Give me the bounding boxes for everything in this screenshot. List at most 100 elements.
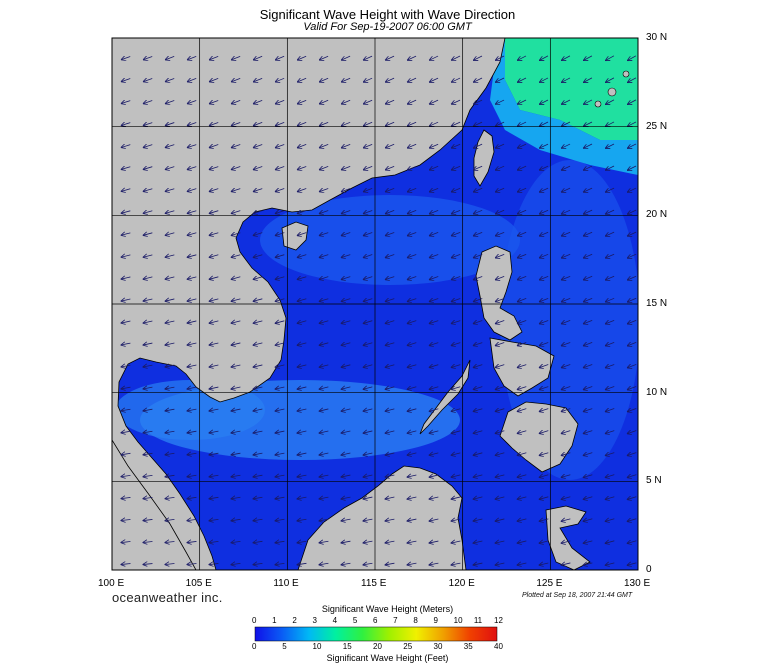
wave-arrow: [144, 387, 153, 389]
wave-arrow: [144, 497, 153, 498]
wave-arrow: [342, 55, 351, 60]
wave-arrow: [474, 541, 483, 543]
wave-arrow: [474, 365, 483, 368]
wave-arrow: [210, 189, 219, 192]
colorbar-feet-tick: 10: [312, 642, 322, 651]
wave-arrow: [452, 497, 461, 499]
wave-arrow: [342, 166, 351, 169]
wave-arrow: [518, 320, 527, 323]
lon-label: 125 E: [536, 578, 563, 589]
wave-arrow: [628, 563, 637, 565]
wave-arrow: [408, 144, 417, 147]
wave-arrow: [386, 453, 395, 455]
colorbar-meter-tick: 0: [252, 616, 257, 625]
wave-arrow: [166, 145, 175, 148]
wave-arrow: [188, 431, 197, 433]
wave-arrow: [562, 497, 571, 499]
wave-arrow: [518, 563, 527, 565]
wave-arrow: [386, 210, 395, 213]
wave-arrow: [166, 431, 175, 433]
wave-arrow: [122, 167, 131, 170]
wave-arrow: [386, 365, 395, 367]
wave-arrow: [386, 519, 395, 521]
wave-arrow: [540, 232, 549, 235]
land-hainan: [281, 221, 309, 251]
wave-arrow: [276, 563, 285, 564]
land-ryukyu-3: [594, 100, 602, 108]
wave-arrow: [628, 475, 637, 478]
wave-arrow: [188, 519, 197, 520]
wave-arrow: [518, 519, 527, 521]
wave-arrow: [188, 321, 197, 323]
wave-arrow: [562, 298, 571, 301]
land-ryukyu: [607, 87, 617, 97]
wave-arrow: [496, 519, 505, 521]
colorbar-title-meters: Significant Wave Height (Meters): [321, 604, 454, 614]
wave-arrow: [342, 365, 351, 367]
wave-arrow: [518, 276, 527, 279]
wave-arrow: [298, 519, 307, 521]
wave-arrow: [276, 321, 285, 323]
wave-arrow: [210, 167, 219, 170]
wave-arrow: [540, 453, 549, 456]
wave-arrow: [584, 497, 593, 499]
wave-arrow: [122, 101, 131, 104]
wave-arrow: [254, 343, 263, 345]
wave-arrow: [474, 475, 483, 477]
wave-arrow: [562, 187, 571, 192]
wave-arrow: [518, 143, 527, 148]
wave-arrow: [364, 277, 373, 280]
colorbar-title-feet: Significant Wave Height (Feet): [326, 653, 449, 663]
wave-arrow: [562, 231, 571, 236]
wave-arrow: [232, 387, 241, 389]
wave-arrow: [320, 365, 329, 367]
wave-arrow: [364, 122, 373, 125]
wave-arrow: [496, 232, 505, 235]
wave-arrow: [496, 121, 505, 126]
wave-arrow: [562, 519, 571, 521]
wave-arrow: [628, 320, 637, 323]
wave-arrow: [408, 453, 417, 455]
wave-arrow: [122, 189, 131, 191]
wave-arrow: [122, 564, 131, 565]
wave-arrow: [210, 255, 219, 257]
wave-arrow: [166, 453, 175, 454]
wave-arrow: [386, 475, 395, 477]
wave-arrow: [144, 101, 153, 104]
wave-arrow: [298, 365, 307, 367]
wave-arrow: [540, 342, 549, 345]
wave-arrow: [496, 365, 505, 368]
wave-arrow: [276, 365, 285, 367]
wave-arrow: [320, 475, 329, 477]
wave-arrow: [452, 453, 461, 455]
wave-arrow: [342, 233, 351, 236]
wave-arrow: [408, 188, 417, 191]
wave-arrow: [562, 320, 571, 323]
wave-arrow: [254, 431, 263, 433]
colorbar-meter-tick: 3: [312, 616, 317, 625]
wave-arrow: [232, 56, 241, 59]
wave-arrow: [210, 233, 219, 236]
land-sulawesi: [545, 505, 591, 570]
wave-arrow: [452, 519, 461, 521]
wave-arrow: [496, 99, 505, 104]
wave-arrow: [496, 55, 505, 60]
wave-arrow: [562, 387, 571, 390]
wave-arrow: [188, 56, 197, 59]
wave-arrow: [144, 277, 153, 279]
wave-arrow: [232, 475, 241, 477]
lat-lon-grid: [112, 38, 638, 570]
wave-arrow: [144, 123, 153, 126]
wave-arrow: [364, 519, 373, 521]
wave-arrow: [364, 365, 373, 367]
wave-arrow: [232, 431, 241, 433]
wave-arrow: [452, 55, 461, 60]
wave-arrow: [386, 255, 395, 258]
colorbar-meter-tick: 7: [393, 616, 398, 625]
wave-arrow: [452, 254, 461, 257]
wave-arrow: [254, 78, 263, 81]
wave-arrow: [452, 232, 461, 235]
wave-arrow: [364, 497, 373, 499]
wave-arrow: [518, 77, 527, 82]
wave-arrow: [518, 343, 527, 346]
